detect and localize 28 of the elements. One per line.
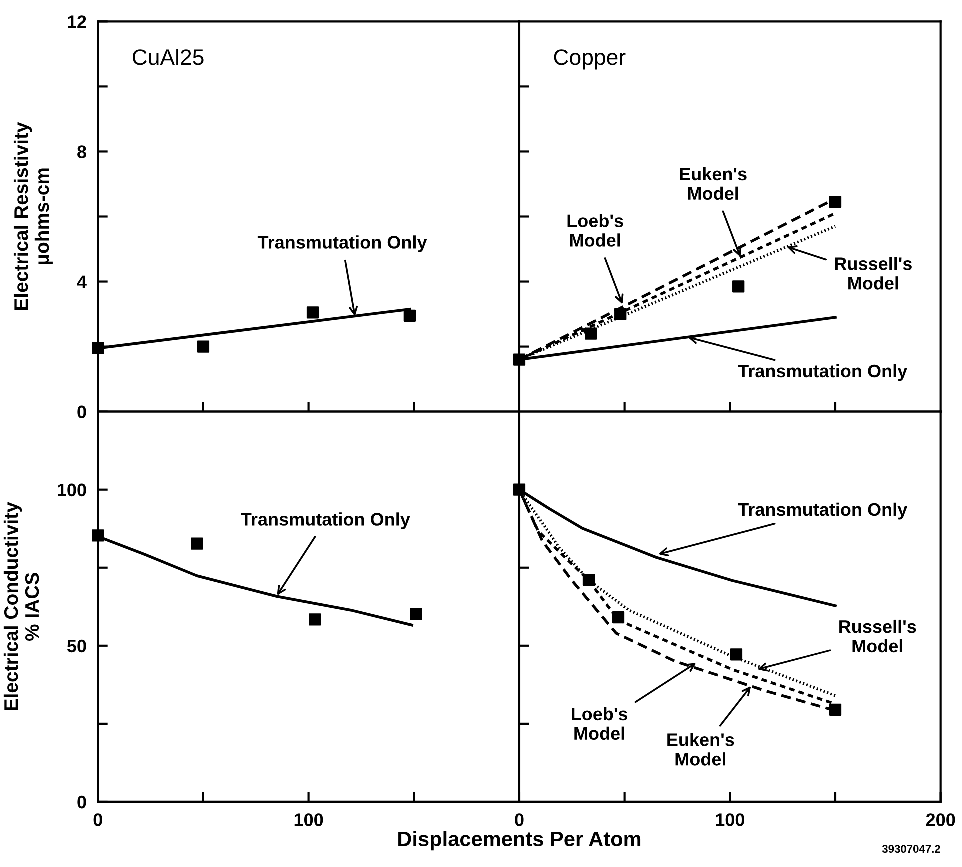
text: Copper [554, 50, 626, 70]
y-axis-title: Electrical Conductivity % IACS [4, 502, 40, 710]
annotation: Euken's Model [680, 167, 747, 200]
y-tick-label: 0 [78, 406, 86, 419]
x-tick-label: 200 [926, 814, 956, 826]
annotation: Transmutation Only [241, 512, 410, 530]
x-tick-label: 0 [94, 814, 102, 826]
y-tick-label: 100 [58, 484, 86, 497]
text: 39307047.2 [882, 845, 940, 854]
y-tick-label: 4 [77, 276, 87, 288]
y-tick-label: 0 [78, 796, 86, 809]
annotation: Transmutation Only [738, 502, 908, 520]
y-axis-title: Electrical Resistivity μohms-cm [14, 122, 53, 310]
annotation: Transmutation Only [738, 364, 908, 382]
y-tick-label: 8 [78, 146, 86, 158]
annotation: Russell's Model [835, 257, 912, 290]
annotation: Loeb's Model [572, 707, 628, 740]
x-tick-label: 0 [515, 814, 524, 826]
y-tick-label: 50 [67, 640, 86, 653]
y-tick-label: 12 [68, 16, 86, 28]
x-axis-title: Displacements Per Atom [398, 831, 641, 851]
annotation: Transmutation Only [258, 236, 428, 252]
x-tick-label: 100 [294, 814, 324, 826]
x-tick-label: 100 [716, 814, 744, 826]
text: CuAl25 [132, 48, 204, 66]
annotation: Russell's Model [840, 620, 916, 653]
annotation: Loeb's Model [568, 214, 624, 247]
annotation: Euken's Model [668, 733, 734, 766]
